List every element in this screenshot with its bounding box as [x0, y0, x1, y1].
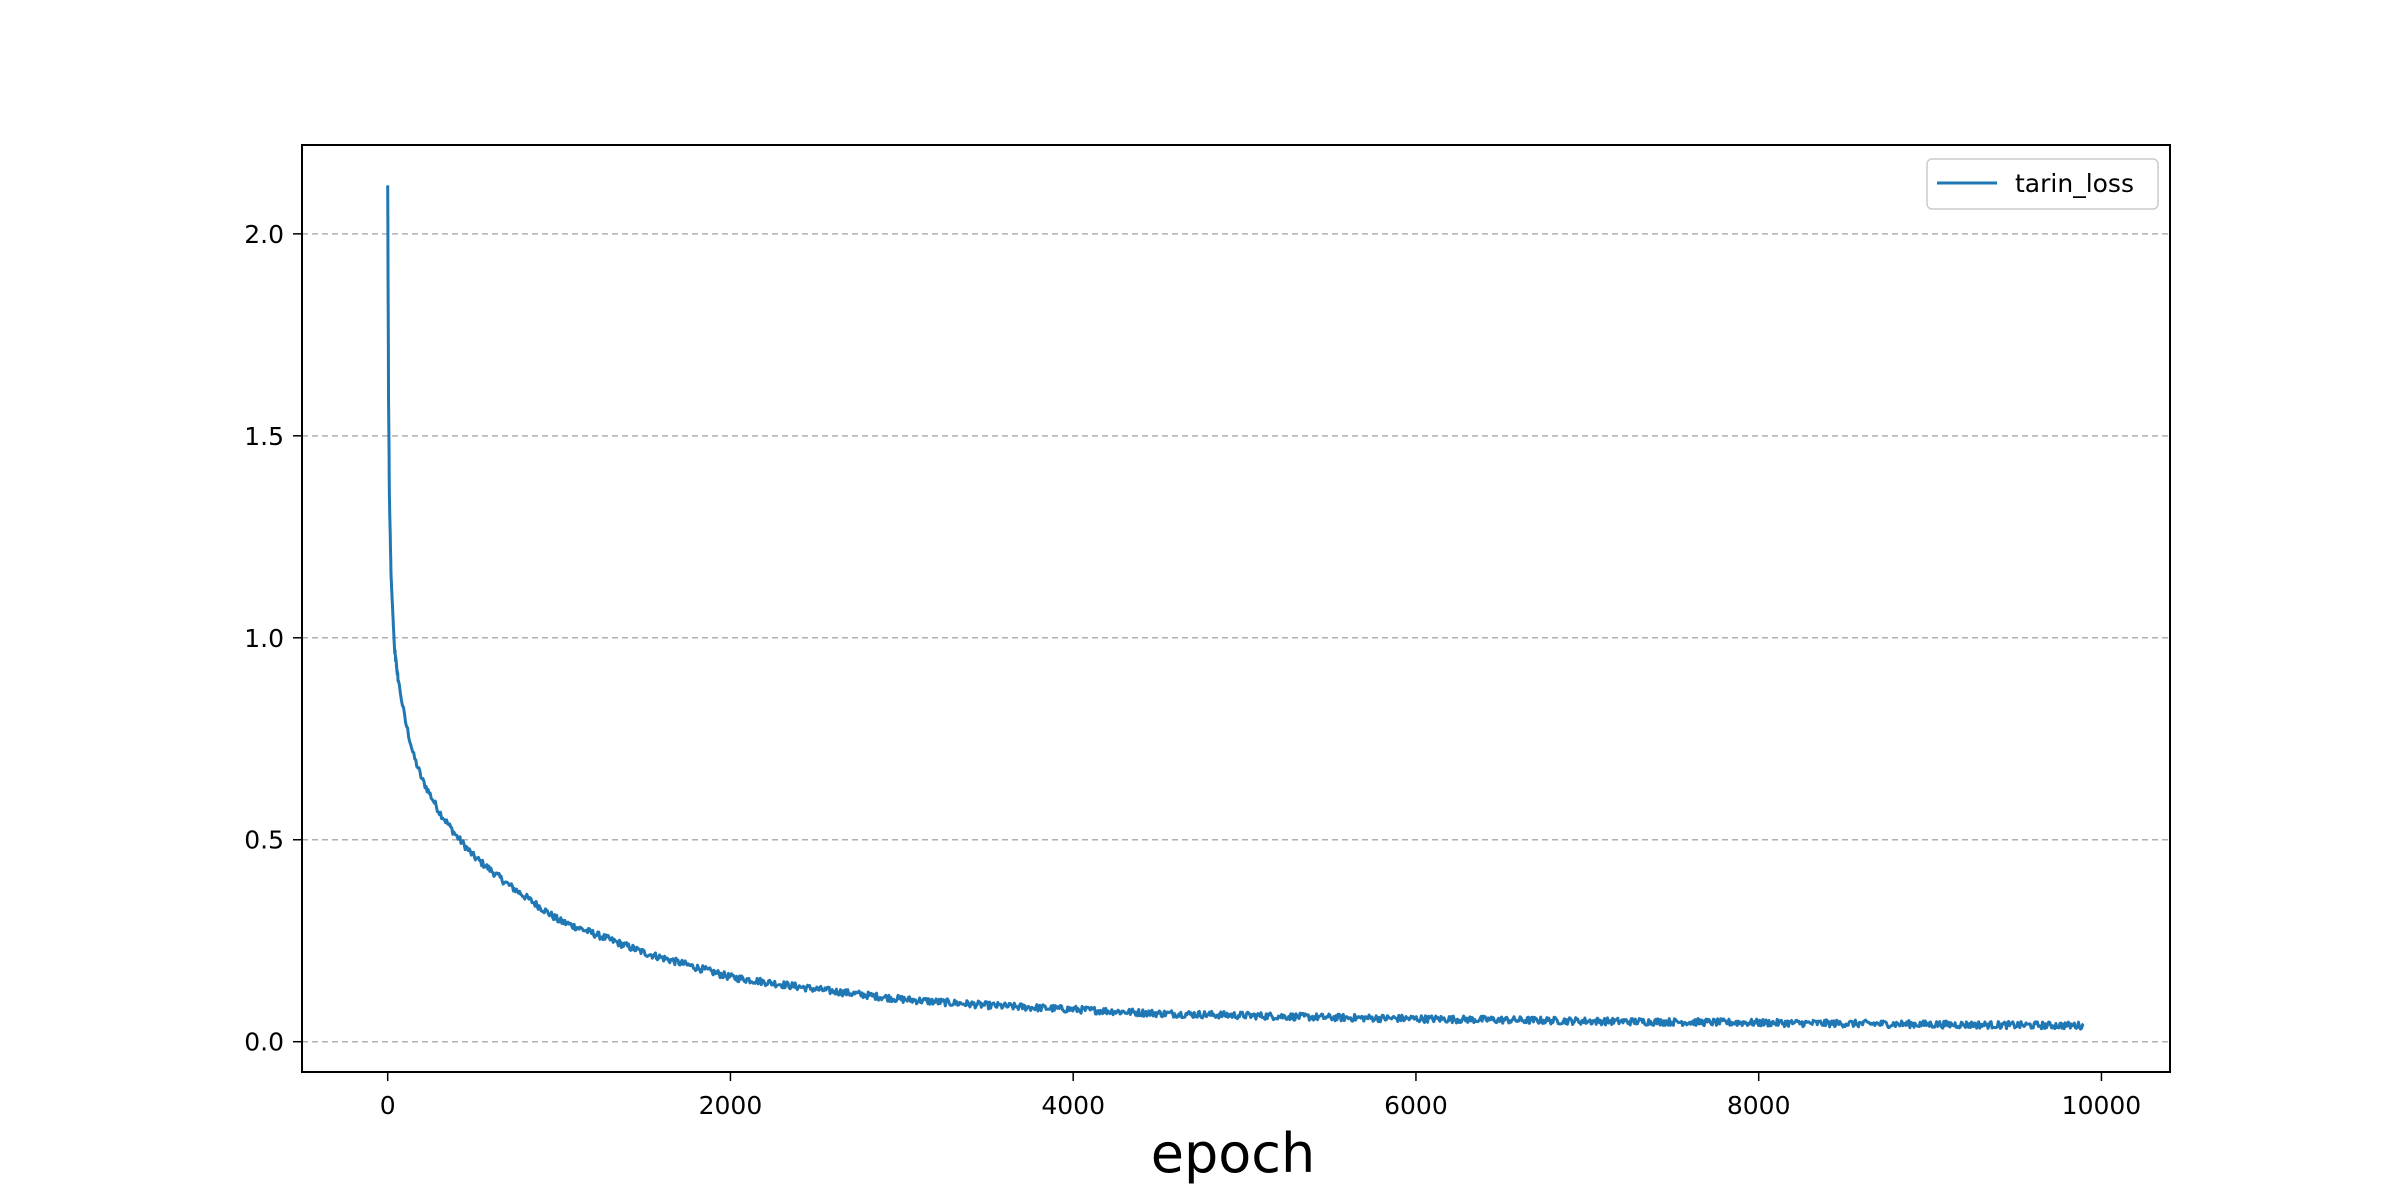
legend-label: tarin_loss [2015, 169, 2134, 198]
x-tick-label: 10000 [2062, 1091, 2142, 1120]
y-tick-label: 1.0 [244, 624, 284, 653]
legend: tarin_loss [1926, 158, 2159, 210]
x-tick-label: 2000 [699, 1091, 763, 1120]
legend-box [1926, 158, 2159, 210]
y-tick-label: 0.0 [244, 1028, 284, 1057]
x-tick-label: 0 [380, 1091, 396, 1120]
y-tick-label: 1.5 [244, 422, 284, 451]
y-ticks: 0.0 0.5 1.0 1.5 2.0 [244, 220, 302, 1057]
y-tick-label: 0.5 [244, 826, 284, 855]
grid-layer [302, 233, 2170, 1043]
series-layer [386, 185, 2085, 1031]
series-line-tarin_loss [386, 185, 2085, 1031]
axes-frame [301, 144, 2171, 1073]
x-ticks: 0 2000 4000 6000 8000 10000 [380, 1072, 2141, 1120]
y-tick-label: 2.0 [244, 220, 284, 249]
x-tick-label: 6000 [1384, 1091, 1448, 1120]
x-tick-label: 4000 [1041, 1091, 1105, 1120]
x-tick-label: 8000 [1727, 1091, 1791, 1120]
x-axis-title: epoch [1151, 1122, 1315, 1185]
